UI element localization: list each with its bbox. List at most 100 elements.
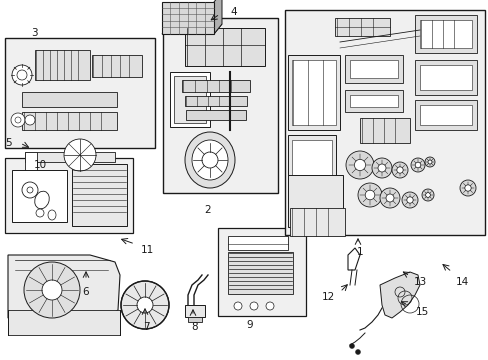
Circle shape [249, 302, 258, 310]
Bar [187, 317, 202, 322]
Text: 6: 6 [82, 287, 89, 297]
Bar [170, 72, 209, 127]
Circle shape [410, 158, 424, 172]
Circle shape [121, 281, 169, 329]
Bar [349, 60, 397, 78]
Bar [184, 28, 264, 66]
Bar [174, 76, 205, 123]
Bar [289, 208, 345, 236]
Bar [22, 92, 117, 107]
Circle shape [346, 151, 373, 179]
Bar [349, 95, 397, 107]
Text: 14: 14 [454, 277, 468, 287]
Circle shape [202, 152, 218, 168]
Polygon shape [214, 0, 222, 34]
Text: 4: 4 [230, 7, 237, 17]
Circle shape [354, 159, 365, 171]
Bar [287, 175, 342, 227]
Circle shape [421, 189, 433, 201]
Bar [12, 170, 67, 222]
Bar [25, 152, 37, 172]
Bar [419, 20, 471, 48]
Text: 12: 12 [321, 292, 334, 302]
Bar [419, 105, 471, 125]
Ellipse shape [192, 140, 227, 180]
Circle shape [265, 302, 273, 310]
Circle shape [64, 139, 96, 171]
Circle shape [234, 302, 242, 310]
Bar [185, 110, 245, 120]
Bar [92, 55, 142, 77]
Circle shape [15, 117, 21, 123]
Bar [345, 90, 402, 112]
Text: 2: 2 [204, 205, 211, 215]
Circle shape [27, 187, 33, 193]
Polygon shape [8, 255, 120, 318]
Bar [287, 135, 335, 203]
Bar [419, 65, 471, 90]
Circle shape [349, 343, 354, 348]
Bar [162, 2, 214, 34]
Circle shape [379, 188, 399, 208]
Bar [414, 15, 476, 53]
Polygon shape [379, 272, 419, 318]
Circle shape [137, 297, 153, 313]
Circle shape [385, 194, 393, 202]
Ellipse shape [36, 209, 44, 217]
Circle shape [355, 350, 360, 355]
Text: 15: 15 [414, 307, 428, 317]
Circle shape [401, 192, 417, 208]
Circle shape [357, 183, 381, 207]
Bar [414, 100, 476, 130]
Bar [345, 55, 402, 83]
Circle shape [371, 158, 391, 178]
Ellipse shape [184, 132, 235, 188]
Bar [182, 80, 249, 92]
Ellipse shape [35, 191, 49, 209]
Circle shape [424, 157, 434, 167]
Bar [334, 18, 389, 36]
Circle shape [24, 262, 80, 318]
Text: 13: 13 [412, 277, 426, 287]
Bar [22, 112, 117, 130]
Circle shape [406, 197, 412, 203]
Circle shape [11, 113, 25, 127]
Bar [25, 152, 115, 162]
Bar [285, 10, 484, 235]
Text: 9: 9 [246, 320, 253, 330]
Bar [287, 55, 339, 130]
Bar [359, 118, 409, 143]
Circle shape [391, 162, 407, 178]
Circle shape [427, 160, 431, 164]
Circle shape [365, 190, 374, 200]
Polygon shape [347, 248, 359, 270]
Bar [8, 310, 120, 335]
Bar [184, 96, 246, 106]
Circle shape [22, 182, 38, 198]
Bar [218, 228, 305, 316]
Bar [227, 252, 292, 294]
Text: 10: 10 [33, 160, 46, 170]
Circle shape [425, 193, 429, 197]
Bar [72, 164, 127, 226]
Bar [5, 158, 133, 233]
Text: 7: 7 [142, 322, 149, 332]
Bar [414, 60, 476, 95]
Circle shape [396, 167, 403, 173]
Circle shape [414, 162, 420, 168]
Bar [163, 18, 278, 193]
Bar [291, 140, 331, 198]
Polygon shape [162, 24, 222, 34]
Text: 5: 5 [5, 138, 11, 148]
Bar [5, 38, 155, 148]
Circle shape [377, 164, 385, 172]
Text: 11: 11 [140, 245, 153, 255]
Circle shape [464, 185, 470, 191]
Circle shape [459, 180, 475, 196]
Text: 1: 1 [356, 247, 363, 257]
Text: 8: 8 [191, 322, 198, 332]
Circle shape [17, 70, 27, 80]
Bar [35, 50, 90, 80]
Circle shape [12, 65, 32, 85]
Bar [227, 236, 287, 250]
